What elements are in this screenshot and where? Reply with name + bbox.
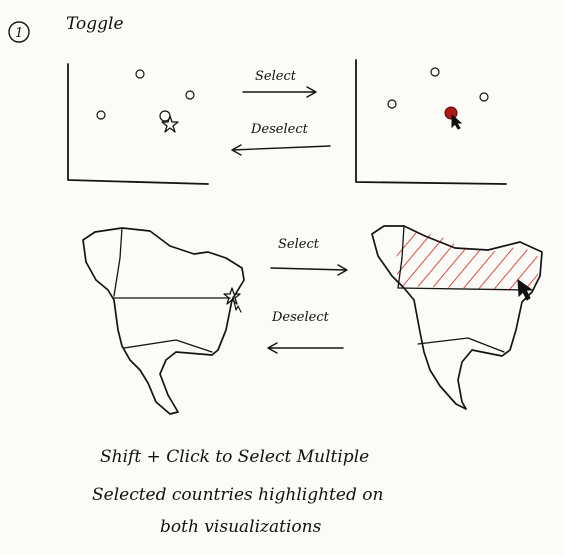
map-before [82, 227, 245, 415]
note-line-3: both visualizations [160, 517, 322, 537]
scatter-point[interactable] [185, 90, 195, 100]
deselect-arrow-bottom [267, 342, 344, 354]
star-cursor-icon [223, 287, 241, 305]
section-number: 1 [15, 26, 23, 41]
scatter-plot-after [355, 59, 507, 185]
highlighted-country [396, 232, 540, 290]
select-label-bottom: Select [278, 237, 320, 252]
scatter-axes-after [355, 59, 507, 185]
select-arrow-top [242, 86, 317, 98]
deselect-label-top: Deselect [250, 122, 309, 137]
map-border [397, 225, 405, 289]
map-after [371, 225, 543, 410]
cursor-icon [451, 113, 463, 130]
map-border [417, 337, 505, 353]
note-line-1: Shift + Click to Select Multiple [100, 447, 369, 467]
bottom-transition: Select Deselect [267, 237, 348, 354]
map-border [113, 227, 123, 297]
cursor-icon [517, 278, 534, 301]
cursor-icon [232, 296, 242, 313]
top-transition: Select Deselect [231, 69, 331, 156]
section-number-circle [8, 21, 30, 43]
scatter-point[interactable] [430, 67, 440, 77]
map-border [397, 287, 529, 291]
select-label-top: Select [255, 69, 297, 84]
map-outline-after [371, 225, 543, 410]
section-title: Toggle [66, 14, 124, 34]
scatter-plot-before [67, 63, 209, 185]
scatter-point[interactable] [135, 69, 145, 79]
select-arrow-bottom [270, 264, 348, 276]
map-outline-before [82, 227, 245, 415]
scatter-point-selected[interactable] [444, 106, 458, 120]
map-border [123, 339, 213, 353]
note-line-2: Selected countries highlighted on [92, 485, 383, 505]
scatter-point[interactable] [479, 92, 489, 102]
section-header: 1 Toggle [8, 14, 124, 43]
scatter-point[interactable] [96, 110, 106, 120]
notes: Shift + Click to Select Multiple Selecte… [92, 447, 383, 537]
star-cursor-icon [161, 115, 179, 133]
deselect-label-bottom: Deselect [271, 310, 330, 325]
deselect-arrow-top [231, 144, 331, 156]
scatter-point[interactable] [387, 99, 397, 109]
scatter-axes-before [67, 63, 209, 185]
